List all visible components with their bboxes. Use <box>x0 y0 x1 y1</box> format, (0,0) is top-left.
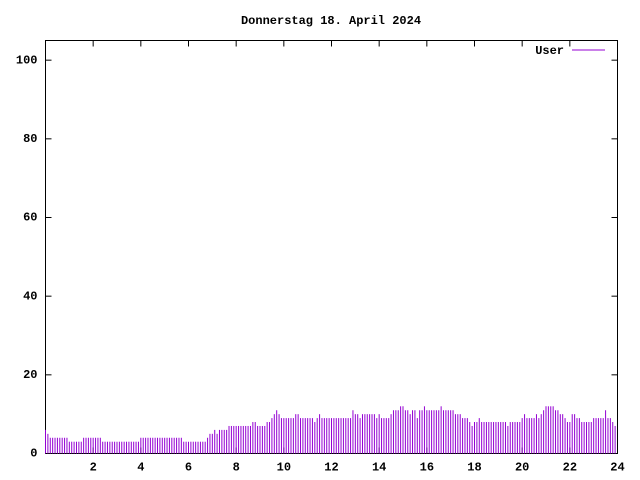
y-tick-label: 20 <box>23 368 37 382</box>
chart-title: Donnerstag 18. April 2024 <box>241 14 421 28</box>
x-tick-label: 24 <box>610 461 624 475</box>
x-tick-label: 14 <box>372 461 386 475</box>
y-tick-label: 40 <box>23 289 37 303</box>
x-tick-label: 10 <box>277 461 291 475</box>
x-tick-label: 18 <box>467 461 481 475</box>
y-tick-label: 60 <box>23 211 37 225</box>
x-tick-label: 16 <box>420 461 434 475</box>
x-tick-label: 6 <box>185 461 192 475</box>
x-tick-label: 20 <box>515 461 529 475</box>
legend-label: User <box>535 44 564 58</box>
x-tick-label: 4 <box>137 461 144 475</box>
x-tick-label: 8 <box>233 461 240 475</box>
y-tick-label: 80 <box>23 132 37 146</box>
x-tick-label: 22 <box>563 461 577 475</box>
y-tick-label: 100 <box>16 53 38 67</box>
y-tick-label: 0 <box>30 447 37 461</box>
x-tick-label: 2 <box>90 461 97 475</box>
x-tick-label: 12 <box>324 461 338 475</box>
